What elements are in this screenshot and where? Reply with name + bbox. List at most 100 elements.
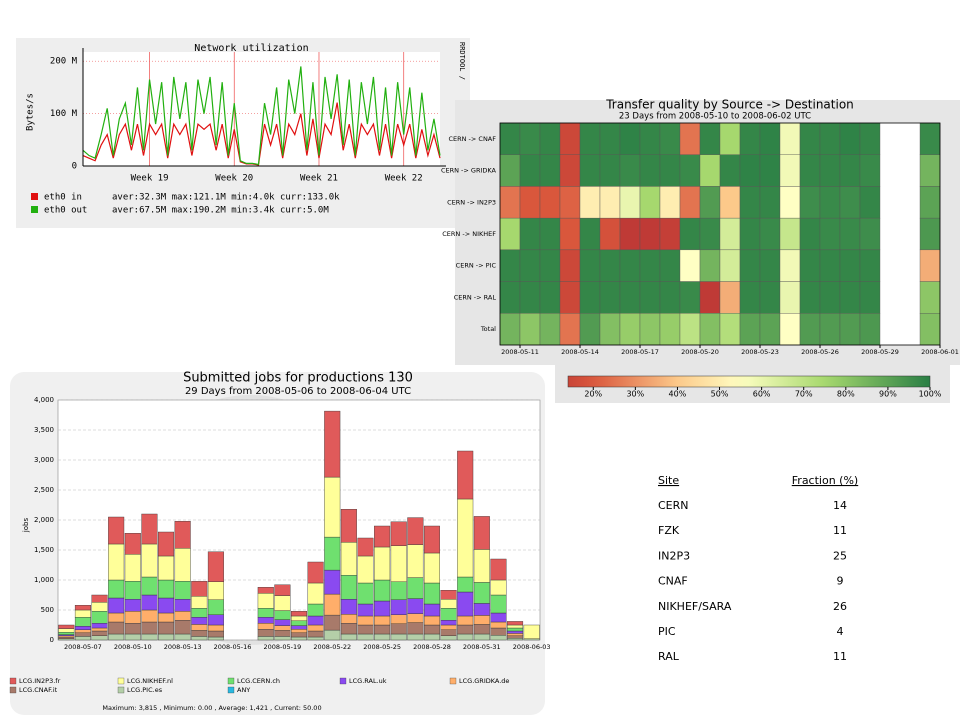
bar-segment	[507, 624, 524, 629]
bar-segment	[357, 615, 374, 626]
bar-segment	[274, 610, 291, 620]
bar-segment	[490, 558, 507, 581]
bar-segment	[91, 630, 108, 636]
cell	[919, 154, 941, 187]
colorbar-label: 60%	[753, 390, 771, 399]
x-tick-label: 2008-05-16	[214, 643, 252, 651]
bar-segment	[507, 630, 524, 634]
cell	[559, 217, 581, 251]
cell	[559, 281, 581, 314]
colorbar-label: 100%	[919, 390, 942, 399]
cell	[839, 122, 861, 155]
bar-segment	[390, 521, 407, 546]
legend-swatch	[227, 677, 235, 685]
bar-segment	[257, 636, 274, 641]
cell	[679, 186, 701, 219]
cell	[599, 217, 621, 251]
bar-segment	[207, 636, 224, 641]
bar-segment	[274, 630, 291, 637]
y-axis-label: jobs	[22, 517, 30, 533]
bar-segment	[490, 594, 507, 614]
cell	[639, 249, 661, 282]
bar-segment	[290, 625, 308, 630]
cell	[719, 281, 741, 314]
cell	[819, 122, 841, 155]
bar-segment	[74, 632, 91, 637]
x-tick-label: 2008-05-28	[413, 643, 451, 651]
legend-label: LCG.RAL.uk	[349, 677, 387, 685]
bar-segment	[357, 555, 374, 584]
legend-swatch	[117, 677, 125, 685]
bar-segment	[357, 624, 374, 635]
bar-segment	[191, 596, 208, 609]
cell	[599, 154, 621, 187]
y-tick-label: 200 M	[50, 57, 78, 67]
table-header[interactable]: Site	[658, 474, 679, 487]
cell	[499, 122, 521, 155]
row-label: CERN -> RAL	[454, 293, 497, 301]
bar-segment	[390, 581, 407, 600]
cell	[839, 313, 861, 346]
y-tick-label: 3,500	[34, 426, 54, 434]
x-tick-label: Week 22	[385, 174, 423, 184]
row-label: CERN -> NIKHEF	[442, 230, 496, 238]
cell	[619, 154, 641, 187]
cell	[499, 281, 521, 314]
table-cell: NIKHEF/SARA	[658, 600, 732, 613]
legend-swatch	[227, 686, 235, 694]
bar-segment	[473, 549, 490, 583]
bar-segment	[74, 609, 91, 618]
cell	[639, 154, 661, 187]
bar-segment	[340, 575, 357, 600]
cell	[639, 186, 661, 219]
table-cell: 11	[833, 650, 847, 663]
bar-segment	[324, 593, 341, 616]
bar-segment	[290, 611, 308, 617]
chart-title: Transfer quality by Source -> Destinatio…	[605, 98, 854, 112]
bar-segment	[257, 587, 274, 594]
cell	[579, 249, 601, 282]
row-label: CERN -> CNAF	[448, 135, 496, 143]
legend-label: eth0 out	[44, 206, 87, 216]
bar-segment	[207, 614, 224, 626]
bar-segment	[374, 615, 391, 626]
cell	[559, 186, 581, 219]
cell	[859, 154, 881, 187]
cell	[519, 122, 541, 155]
bar-segment	[490, 635, 507, 641]
bar-segment	[324, 569, 341, 595]
bar-segment	[141, 621, 158, 635]
bar-segment	[274, 619, 291, 626]
bar-segment	[174, 548, 191, 582]
x-tick-label: 2008-05-07	[64, 643, 102, 651]
bar-segment	[108, 516, 125, 545]
cell	[699, 122, 721, 155]
watermark: RRDTOOL /	[458, 42, 466, 80]
table-cell: CERN	[658, 499, 689, 512]
x-tick-label: 2008-05-14	[561, 348, 599, 356]
cell	[599, 186, 621, 219]
x-tick-label: 2008-06-03	[513, 643, 551, 651]
table-header[interactable]: Fraction (%)	[792, 474, 858, 487]
y-tick-label: 3,000	[34, 456, 54, 464]
bar-segment	[290, 629, 308, 634]
bar-segment	[407, 598, 424, 614]
cell	[519, 217, 541, 251]
bar-segment	[207, 624, 224, 632]
x-tick-label: 2008-05-22	[313, 643, 351, 651]
cell	[599, 281, 621, 314]
cell	[619, 122, 641, 155]
cell	[499, 313, 521, 346]
table-cell: 11	[833, 524, 847, 537]
cell	[539, 249, 561, 282]
bar-segment	[274, 584, 291, 596]
bar-segment	[174, 599, 191, 612]
x-tick-label: 2008-05-29	[861, 348, 899, 356]
bar-segment	[124, 533, 141, 555]
cell	[679, 281, 701, 314]
bar-segment	[407, 622, 424, 635]
bar-segment	[390, 623, 407, 635]
bar-segment	[357, 582, 374, 605]
